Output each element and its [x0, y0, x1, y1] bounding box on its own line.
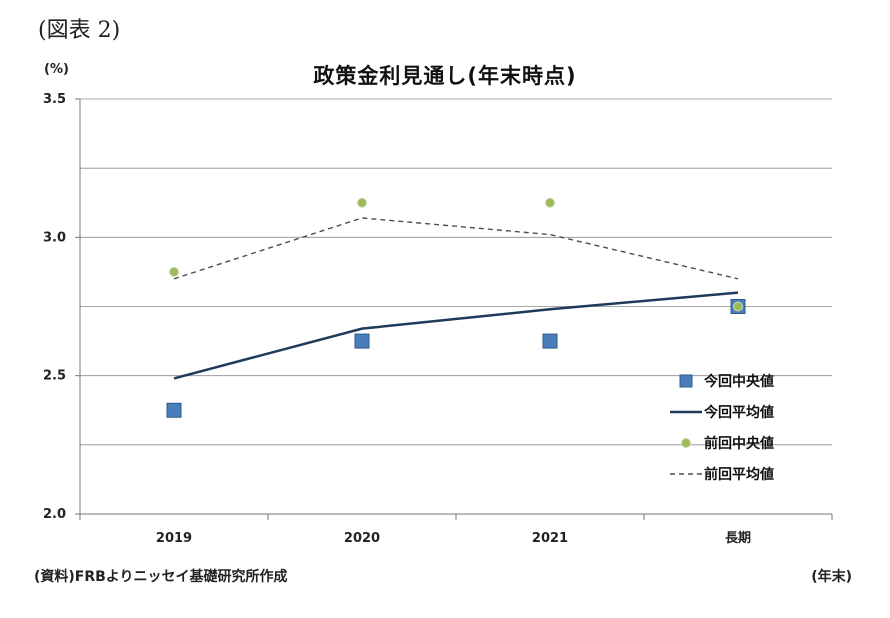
legend-label: 今回平均値: [703, 404, 774, 421]
legend-label: 前回中央値: [704, 435, 774, 452]
legend-item: 前回平均値: [670, 466, 774, 483]
legend-label: 前回平均値: [704, 466, 774, 483]
data-point-circle: [545, 197, 555, 208]
legend-item: 今回平均値: [670, 404, 774, 421]
legend-item: 今回中央値: [679, 373, 774, 390]
data-point-square: [542, 333, 558, 349]
x-tick-label: 2021: [532, 531, 568, 546]
grid-lines: [80, 98, 832, 446]
series-4: [173, 217, 739, 280]
data-point-circle: [357, 197, 367, 208]
legend-item: 前回中央値: [681, 435, 774, 452]
y-unit-label: (%): [44, 62, 69, 77]
x-tick-label: 2019: [156, 531, 192, 546]
y-tick-label: 3.5: [43, 92, 66, 107]
chart-title: 政策金利見通し(年末時点): [313, 64, 577, 88]
y-tick-label: 2.0: [43, 507, 66, 522]
x-tick-label: 長期: [725, 531, 751, 546]
series-layer: [166, 197, 746, 418]
x-unit-label: (年末): [811, 569, 852, 585]
data-point-circle: [733, 301, 743, 312]
source-note: (資料)FRBよりニッセイ基礎研究所作成: [34, 569, 288, 585]
series-line: [173, 291, 739, 380]
y-tick-labels: 2.0 2.5 3.0 3.5: [43, 92, 66, 522]
y-tick-label: 3.0: [43, 230, 66, 245]
data-point-circle: [169, 266, 179, 277]
legend-square-icon: [679, 374, 693, 388]
x-tick-labels: 2019 2020 2021 長期: [156, 531, 751, 546]
legend-circle-icon: [681, 438, 691, 448]
x-tick-label: 2020: [344, 531, 380, 546]
y-tick-label: 2.5: [43, 369, 66, 384]
data-point-square: [166, 402, 182, 418]
axes: [75, 98, 833, 520]
figure-label: (図表 2): [38, 18, 121, 43]
data-point-square: [354, 333, 370, 349]
series-2: [173, 291, 739, 380]
legend-label: 今回中央値: [703, 373, 774, 390]
series-3: [169, 197, 743, 312]
series-line: [173, 217, 739, 280]
